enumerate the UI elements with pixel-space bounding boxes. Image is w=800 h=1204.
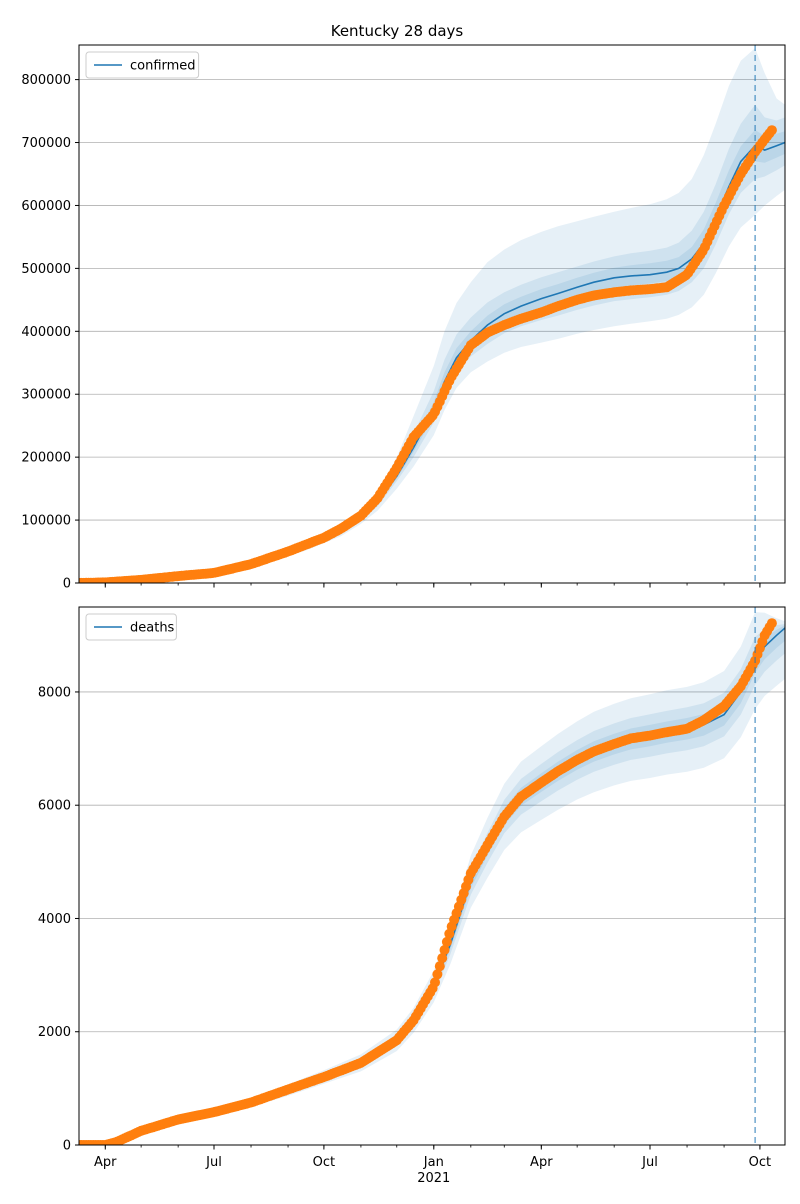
uncertainty-band-2 (79, 624, 785, 1145)
y-tick-label: 0 (63, 577, 71, 592)
y-tick-label: 0 (63, 1139, 71, 1154)
y-tick-label: 100000 (21, 514, 71, 529)
x-tick-label: Oct (313, 1155, 335, 1170)
plot-area (79, 612, 785, 1145)
plot-area (79, 48, 785, 583)
x-tick-sublabel: 2021 (417, 1171, 450, 1186)
y-tick-label: 6000 (38, 799, 71, 814)
observed-point (434, 961, 445, 972)
y-tick-label: 300000 (21, 388, 71, 403)
x-tick-label: Jul (205, 1155, 222, 1170)
x-tick-label: Apr (94, 1155, 117, 1170)
uncertainty-band-2 (79, 104, 785, 583)
y-tick-label: 2000 (38, 1025, 71, 1040)
observed-point (441, 936, 452, 947)
x-tick-label: Oct (749, 1155, 771, 1170)
observed-point (430, 977, 440, 988)
y-tick-label: 4000 (38, 912, 71, 927)
y-tick-label: 600000 (21, 199, 71, 214)
uncertainty-band-3 (79, 625, 785, 1145)
uncertainty-band-1 (79, 48, 785, 583)
observed-point (439, 945, 450, 955)
y-tick-label: 200000 (21, 451, 71, 466)
legend-label: confirmed (130, 59, 196, 74)
legend: deaths (85, 613, 177, 641)
observed-point (437, 953, 448, 964)
y-tick-label: 400000 (21, 325, 71, 340)
legend-label: deaths (130, 621, 175, 636)
observed-point (766, 125, 777, 136)
y-tick-label: 800000 (21, 73, 71, 88)
y-tick-label: 8000 (38, 685, 71, 700)
observed-series (79, 125, 777, 583)
legend-box (85, 51, 200, 79)
observed-point (432, 969, 443, 980)
axes-frame (78, 44, 786, 584)
legend-box (85, 613, 177, 641)
legend: confirmed (85, 51, 200, 79)
x-tick-label: Jan (423, 1155, 444, 1170)
observed-point (766, 618, 777, 629)
y-tick-label: 700000 (21, 136, 71, 151)
y-tick-label: 500000 (21, 262, 71, 277)
confirmed-panel: 0 100000 200000 300000 400000 500000 600000 700… (21, 44, 786, 592)
observed-series (79, 618, 777, 1145)
x-tick-label: Apr (530, 1155, 553, 1170)
x-tick-label: Jul (641, 1155, 658, 1170)
chart-title: Kentucky 28 days (331, 22, 464, 40)
axes-frame (78, 606, 786, 1146)
